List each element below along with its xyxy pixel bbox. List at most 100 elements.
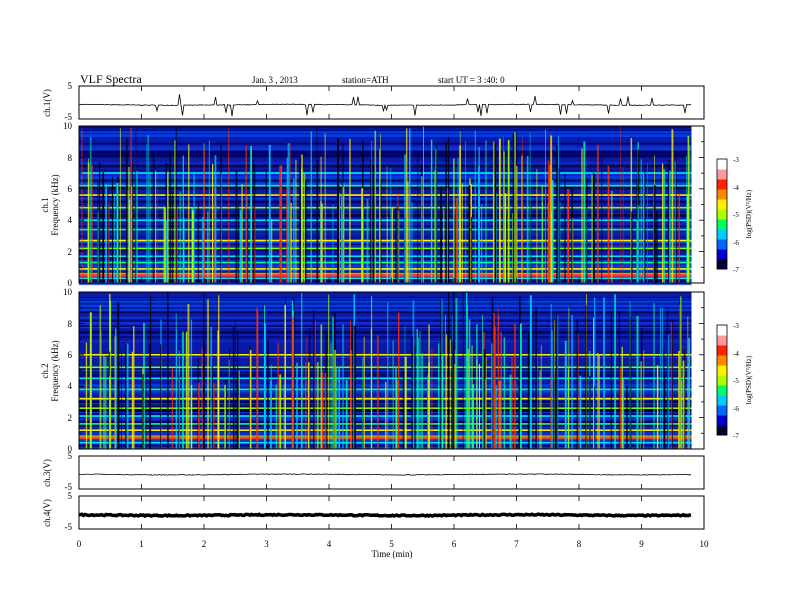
colorbar-segment xyxy=(717,415,727,426)
noise-band xyxy=(79,282,692,286)
sferic-stroke xyxy=(275,384,277,449)
emission-band xyxy=(79,377,692,380)
sferic-stroke xyxy=(314,319,316,449)
sferic-stroke xyxy=(431,349,433,449)
sferic-stroke xyxy=(567,189,570,283)
colorbar-segment xyxy=(717,169,727,180)
sferic-stroke xyxy=(398,312,400,449)
sferic-stroke xyxy=(663,169,666,283)
emission-band xyxy=(79,239,692,242)
sferic-stroke xyxy=(421,353,423,449)
sferic-stroke xyxy=(466,292,468,449)
sferic-stroke xyxy=(459,145,461,283)
sferic-stroke xyxy=(363,336,365,449)
sferic-stroke xyxy=(135,132,137,283)
sferic-stroke xyxy=(472,384,474,449)
sferic-stroke xyxy=(592,172,595,283)
sferic-stroke xyxy=(620,126,621,283)
sferic-stroke xyxy=(631,211,633,283)
noise-band xyxy=(79,327,692,329)
sferic-stroke xyxy=(467,349,469,449)
sferic-stroke xyxy=(440,299,442,449)
sferic-stroke xyxy=(313,310,315,449)
colorbar-segment xyxy=(717,189,727,200)
sferic-stroke xyxy=(338,366,340,449)
sferic-stroke xyxy=(113,194,115,283)
sferic-stroke xyxy=(265,169,267,283)
sferic-stroke xyxy=(290,202,292,283)
noise-band xyxy=(79,316,692,319)
sferic-stroke xyxy=(128,199,131,283)
sferic-stroke xyxy=(576,319,578,449)
sferic-stroke xyxy=(109,376,111,449)
sferic-stroke xyxy=(225,379,227,449)
emission-band xyxy=(79,255,692,258)
bright-band xyxy=(79,273,692,277)
sferic-stroke xyxy=(464,356,466,449)
ch3-waveform-panel: ch.3(V) 5 -5 xyxy=(42,451,705,492)
sferic-stroke xyxy=(89,312,92,449)
ch2-spec-ytick: 0 xyxy=(68,444,73,454)
sferic-stroke xyxy=(529,132,531,283)
ch1-spectrogram-panel: ch.1 Frequency (kHz) 0 2 4 6 8 10 xyxy=(40,121,705,288)
sferic-stroke xyxy=(316,127,318,284)
sferic-stroke xyxy=(572,218,574,283)
noise-band xyxy=(79,220,692,222)
sferic-stroke xyxy=(164,207,167,283)
sferic-stroke xyxy=(468,319,471,449)
sferic-stroke xyxy=(198,382,200,449)
sferic-stroke xyxy=(97,180,99,283)
sferic-stroke xyxy=(495,385,498,449)
sferic-stroke xyxy=(264,323,266,449)
sferic-stroke xyxy=(598,354,600,449)
sferic-stroke xyxy=(564,173,566,283)
ch1-colorbar-tick: -4 xyxy=(733,184,739,192)
sferic-stroke xyxy=(404,154,406,283)
sferic-stroke xyxy=(299,158,301,283)
sferic-stroke xyxy=(386,166,388,283)
noise-band xyxy=(79,209,692,212)
sferic-stroke xyxy=(643,350,645,449)
sferic-stroke xyxy=(201,347,203,449)
sferic-stroke xyxy=(130,186,133,283)
ch1-colorbar-tick: -5 xyxy=(733,211,739,219)
sferic-stroke xyxy=(167,292,169,449)
noise-band xyxy=(79,336,692,338)
sferic-stroke xyxy=(397,211,400,283)
sferic-stroke xyxy=(494,142,497,283)
figure-date: Jan. 3 , 2013 xyxy=(252,75,298,85)
ch2-colorbar-gradient xyxy=(717,325,727,436)
sferic-stroke xyxy=(141,374,144,449)
sferic-stroke xyxy=(678,350,680,449)
sferic-stroke xyxy=(461,183,463,283)
sferic-stroke xyxy=(316,362,319,449)
noise-band xyxy=(79,154,692,156)
noise-band xyxy=(79,243,692,246)
sferic-stroke xyxy=(512,133,515,283)
sferic-stroke xyxy=(328,294,330,449)
sferic-stroke xyxy=(411,336,413,449)
sferic-stroke xyxy=(497,159,499,283)
noise-band xyxy=(79,311,692,314)
sferic-stroke xyxy=(150,295,152,449)
noise-band xyxy=(79,371,692,374)
sferic-stroke xyxy=(434,170,436,283)
colorbar-segment xyxy=(717,219,727,230)
sferic-stroke xyxy=(295,159,297,283)
sferic-stroke xyxy=(220,142,223,283)
sferic-stroke xyxy=(147,180,149,283)
ch2-colorbar-tick: -7 xyxy=(733,432,739,440)
sferic-stroke xyxy=(176,207,178,283)
x-tick-label: 2 xyxy=(202,539,207,549)
waveform-line xyxy=(78,512,692,519)
ch3-waveform-frame xyxy=(78,455,705,490)
sferic-stroke xyxy=(476,359,478,449)
ch1-spec-ytick: 6 xyxy=(68,184,73,194)
colorbar-segment xyxy=(717,249,727,260)
sferic-stroke xyxy=(185,331,188,449)
sferic-stroke xyxy=(503,136,505,283)
sferic-stroke xyxy=(482,315,483,449)
sferic-stroke xyxy=(664,379,665,449)
sferic-stroke xyxy=(395,207,397,283)
sferic-stroke xyxy=(455,298,458,449)
